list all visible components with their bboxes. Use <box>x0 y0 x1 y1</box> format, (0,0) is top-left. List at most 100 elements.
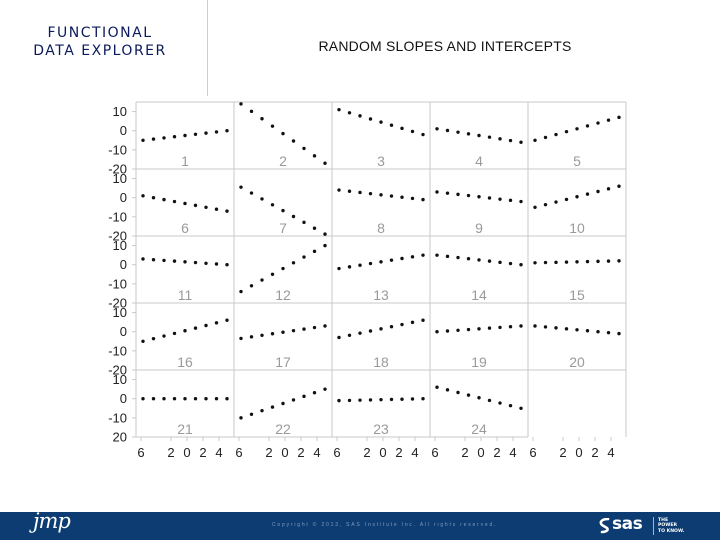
data-point <box>337 335 341 340</box>
data-point <box>281 266 285 271</box>
data-point <box>379 120 383 124</box>
data-point <box>225 397 229 401</box>
data-point <box>225 209 229 213</box>
panel-label: 3 <box>377 153 385 169</box>
panel-1: 1 <box>141 129 229 169</box>
data-point <box>554 326 558 330</box>
data-point <box>400 195 404 199</box>
data-point <box>337 107 341 112</box>
data-point <box>312 249 317 254</box>
data-point <box>400 126 404 131</box>
data-point <box>193 326 198 330</box>
data-point <box>162 397 166 401</box>
data-point <box>260 278 264 282</box>
y-tick-label: -10 <box>108 209 127 224</box>
y-tick-label: 0 <box>120 391 127 406</box>
data-point <box>410 320 415 325</box>
data-point <box>606 187 611 191</box>
data-point <box>519 140 523 144</box>
x-tick-label: 2 <box>461 445 468 460</box>
data-point <box>389 123 394 127</box>
data-point <box>162 136 166 140</box>
y-tick-label: -20 <box>108 296 127 311</box>
data-point <box>204 205 208 209</box>
panel-label: 23 <box>373 421 389 437</box>
panel-label: 5 <box>573 153 581 169</box>
data-point <box>575 195 579 199</box>
panel-24: 24 <box>435 385 523 437</box>
data-point <box>172 199 177 204</box>
data-point <box>291 261 296 265</box>
data-point <box>312 325 317 330</box>
data-point <box>466 257 471 261</box>
data-point <box>260 117 264 121</box>
data-point <box>183 201 187 206</box>
x-tick-label: 2 <box>493 445 500 460</box>
x-tick-label: 0 <box>477 445 484 460</box>
data-point <box>183 329 187 333</box>
panel-label: 21 <box>177 421 193 437</box>
data-point <box>172 331 177 336</box>
panel-label: 2 <box>279 153 287 169</box>
data-point <box>347 189 352 193</box>
data-point <box>162 197 166 202</box>
y-tick-label: -10 <box>108 142 127 157</box>
data-point <box>358 398 362 402</box>
panel-label: 13 <box>373 287 389 303</box>
x-tick-label: 2 <box>167 445 174 460</box>
data-point <box>477 133 481 138</box>
data-point <box>477 327 481 331</box>
data-point <box>249 191 254 195</box>
data-point <box>281 401 285 406</box>
data-point <box>466 193 471 198</box>
data-point <box>617 184 621 188</box>
data-point <box>533 138 537 142</box>
panel-label: 1 <box>181 153 189 169</box>
data-point <box>141 194 145 198</box>
jmp-logo: jmp <box>33 509 71 533</box>
panel-label: 19 <box>471 354 487 370</box>
y-tick-label: 0 <box>120 123 127 138</box>
data-point <box>564 260 569 264</box>
data-point <box>249 109 254 114</box>
data-point <box>214 207 219 211</box>
data-point <box>543 202 548 207</box>
data-point <box>421 397 425 401</box>
data-point <box>312 391 317 395</box>
panel-18: 18 <box>337 318 425 370</box>
y-tick-label: -20 <box>108 162 127 177</box>
x-tick-label: 2 <box>265 445 272 460</box>
data-point <box>421 318 425 322</box>
data-point <box>466 132 471 136</box>
y-tick-label: -10 <box>108 410 127 425</box>
data-point <box>445 191 450 195</box>
functional-data-chart: 100-10-20100-10-20100-10-20100-10-20100-… <box>108 101 627 460</box>
panel-6: 6 <box>141 194 229 236</box>
data-point <box>214 130 219 134</box>
data-point <box>487 259 492 263</box>
data-point <box>239 416 243 420</box>
x-tick-label: 2 <box>395 445 402 460</box>
data-point <box>141 257 145 261</box>
panel-label: 8 <box>377 220 385 236</box>
data-point <box>498 137 502 141</box>
data-point <box>281 208 285 213</box>
data-point <box>260 197 264 201</box>
data-point <box>193 260 198 265</box>
data-point <box>260 333 264 338</box>
data-point <box>389 397 394 402</box>
data-point <box>519 324 523 328</box>
panel-label: 20 <box>569 354 585 370</box>
data-point <box>214 397 219 401</box>
data-point <box>498 401 502 405</box>
data-point <box>617 115 621 120</box>
panel-9: 9 <box>435 190 523 236</box>
x-tick-label: 4 <box>411 445 418 460</box>
data-point <box>193 132 198 137</box>
data-point <box>323 324 327 328</box>
panel-label: 16 <box>177 354 193 370</box>
data-point <box>249 284 254 288</box>
panel-label: 15 <box>569 287 585 303</box>
data-point <box>498 260 502 265</box>
y-tick-label: -10 <box>108 276 127 291</box>
